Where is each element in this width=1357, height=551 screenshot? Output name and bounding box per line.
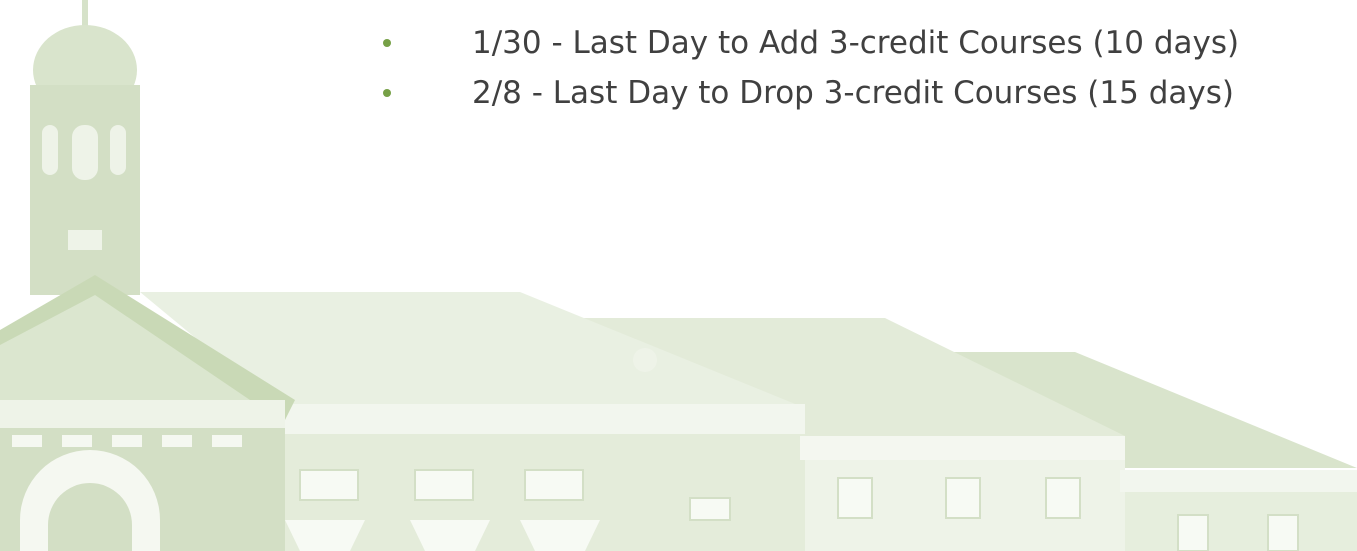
slide: {"slide": {"bullets": ["1/30 - Last Day … <box>0 0 1357 551</box>
bullet-item: 1/30 - Last Day to Add 3-credit Courses … <box>0 18 1239 68</box>
bullet-item: 2/8 - Last Day to Drop 3-credit Courses … <box>0 68 1239 118</box>
bullet-list: 1/30 - Last Day to Add 3-credit Courses … <box>0 18 1239 118</box>
